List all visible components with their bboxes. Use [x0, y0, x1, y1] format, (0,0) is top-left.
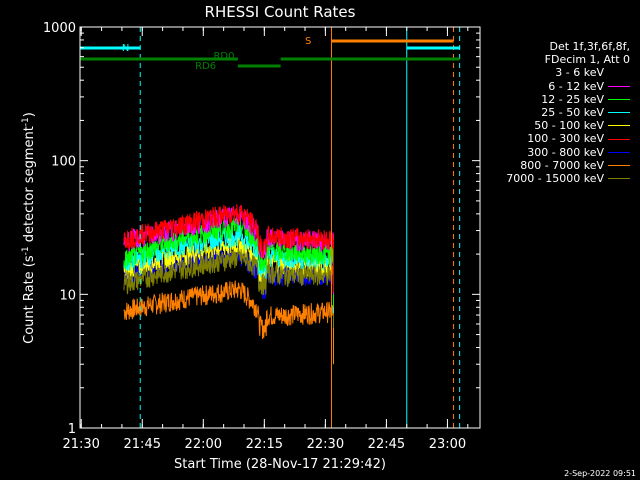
- legend-swatch: [608, 72, 630, 74]
- legend-entry: 300 - 800 keV: [480, 146, 630, 159]
- legend-entry: 50 - 100 keV: [480, 119, 630, 132]
- legend-entries: 3 - 6 keV 6 - 12 keV 12 - 25 keV 25 - 50 ke…: [480, 66, 630, 185]
- legend-label: 12 - 25 keV: [541, 92, 604, 106]
- legend-swatch: [608, 85, 630, 87]
- legend-entry: 100 - 300 keV: [480, 132, 630, 145]
- ylabel-sup2: -1: [21, 117, 31, 126]
- x-tick-label: 22:45: [368, 437, 405, 452]
- y-axis: 1 10 100 1000: [43, 21, 480, 437]
- legend-swatch: [608, 178, 630, 180]
- legend-entry: 7000 - 15000 keV: [480, 172, 630, 185]
- chart-title: RHESSI Count Rates: [205, 3, 356, 21]
- legend-entry: 800 - 7000 keV: [480, 159, 630, 172]
- trace-100to300keV: [123, 203, 334, 293]
- ylabel-tail: detector segment: [22, 126, 37, 246]
- trace-12to25keV: [123, 215, 334, 308]
- legend-entry: 12 - 25 keV: [480, 93, 630, 106]
- trace-7000to15000keV: [123, 248, 334, 328]
- x-tick-label: 21:30: [62, 437, 99, 452]
- x-tick-label: 21:45: [124, 437, 161, 452]
- y-tick-label: 100: [51, 155, 76, 170]
- legend-header-1: Det 1f,3f,6f,8f,: [549, 40, 630, 53]
- legend-swatch: [608, 151, 630, 153]
- legend-swatch: [608, 164, 630, 166]
- state-label-n: N: [122, 43, 129, 54]
- y-tick-label: 10: [59, 288, 76, 303]
- legend-entry: 25 - 50 keV: [480, 106, 630, 119]
- legend-label: 3 - 6 keV: [555, 66, 604, 80]
- legend-swatch: [608, 112, 630, 114]
- legend-entry: 3 - 6 keV: [480, 66, 630, 79]
- legend-header-2: FDecim 1, Att 0: [544, 53, 630, 67]
- timestamp: 2-Sep-2022 09:51: [564, 469, 636, 478]
- legend-label: 50 - 100 keV: [534, 119, 604, 133]
- y-tick-label: 1: [68, 422, 76, 437]
- x-tick-label: 22:30: [307, 437, 344, 452]
- legend-label: 100 - 300 keV: [527, 132, 604, 146]
- legend-label: 300 - 800 keV: [527, 145, 604, 159]
- x-tick-label: 23:00: [429, 437, 466, 452]
- plot-frame: [79, 26, 481, 429]
- legend-swatch: [608, 98, 630, 100]
- vertical-lines: [79, 27, 461, 428]
- x-tick-label: 22:00: [185, 437, 222, 452]
- y-axis-label: Count Rate (s-1 detector segment-1): [21, 112, 37, 344]
- legend-label: 25 - 50 keV: [541, 106, 604, 120]
- legend-swatch: [608, 125, 630, 127]
- state-label-s: S: [305, 36, 311, 47]
- legend-swatch: [608, 138, 630, 140]
- trace-3to6keV: [123, 86, 334, 174]
- state-label-rd0: RD0: [213, 51, 234, 62]
- x-tick-label: 22:15: [246, 437, 283, 452]
- ylabel-sup: -1: [21, 246, 31, 255]
- traces: [123, 86, 334, 365]
- legend-label: 6 - 12 keV: [548, 79, 604, 93]
- legend-label: 800 - 7000 keV: [520, 158, 604, 172]
- y-tick-label: 1000: [43, 21, 76, 36]
- ylabel-close: ): [22, 112, 37, 117]
- trace-800to7000keV: [123, 280, 334, 365]
- legend-label: 7000 - 15000 keV: [506, 172, 604, 186]
- trace-50to100keV: [123, 234, 334, 321]
- state-label-rd6: RD6: [195, 61, 216, 72]
- x-axis-label: Start Time (28-Nov-17 21:29:42): [174, 457, 386, 472]
- legend-entry: 6 - 12 keV: [480, 80, 630, 93]
- ylabel-main: Count Rate (s: [22, 255, 37, 344]
- x-axis: 21:30 21:45 22:00 22:15 22:30 22:45 23:00: [62, 27, 469, 452]
- legend: Det 1f,3f,6f,8f, FDecim 1, Att 0 3 - 6 k…: [480, 40, 630, 185]
- trace-6to12keV: [123, 205, 334, 295]
